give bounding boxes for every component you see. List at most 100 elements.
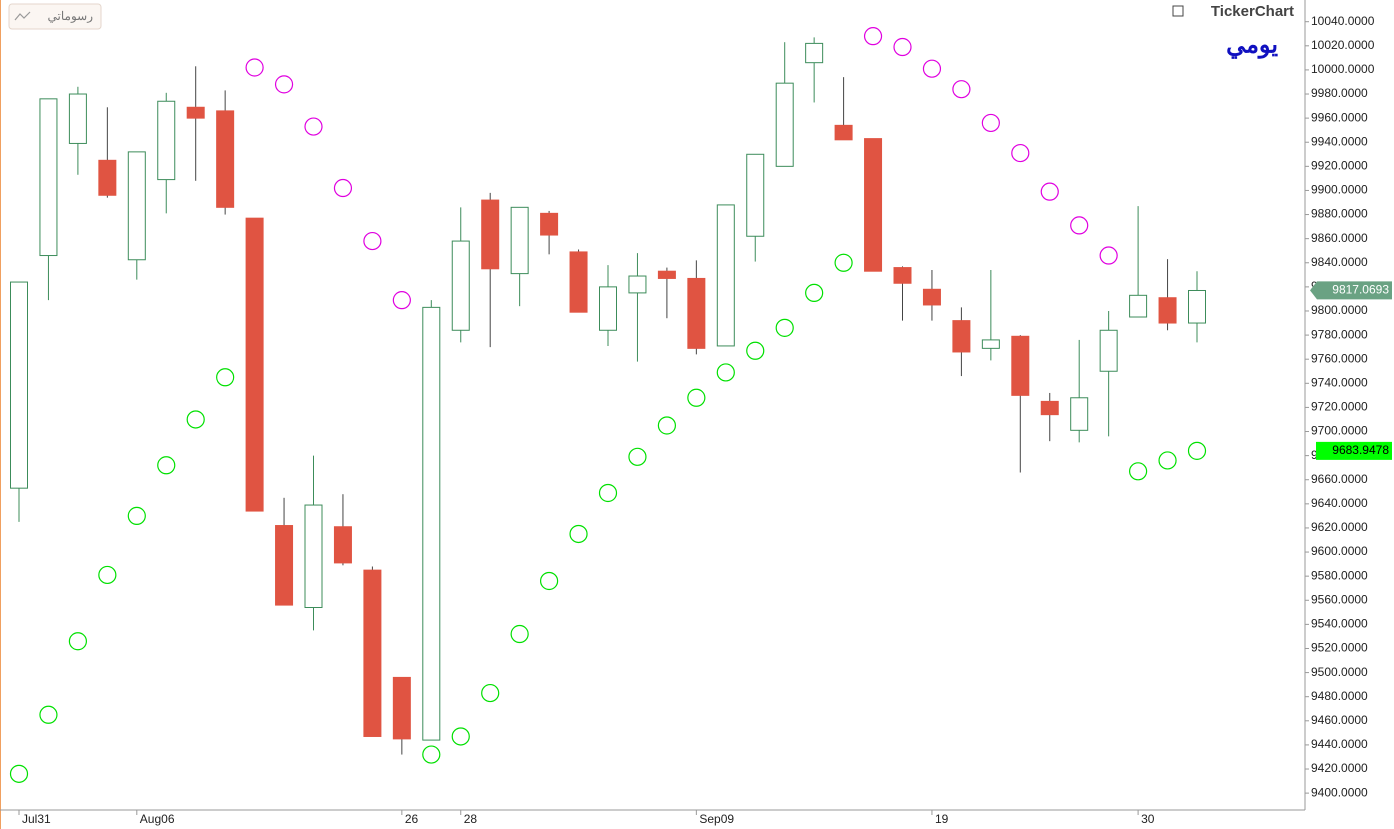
- candle-body: [864, 138, 883, 272]
- y-tick-label: 9620.0000: [1311, 520, 1368, 534]
- y-tick-label: 9420.0000: [1311, 761, 1368, 775]
- x-tick-label: Aug06: [140, 812, 175, 826]
- candle-body: [540, 212, 559, 236]
- sar-dot: [716, 363, 735, 382]
- y-tick-label: 9600.0000: [1311, 544, 1368, 558]
- price-tag-label: 9683.9478: [1332, 443, 1389, 457]
- y-tick-label: 9640.0000: [1311, 496, 1368, 510]
- sar-dot: [127, 506, 146, 525]
- sar-dot: [98, 565, 117, 585]
- candle-body: [1158, 297, 1177, 324]
- candle-body: [775, 82, 794, 167]
- candle-body: [392, 676, 411, 740]
- candle-body: [481, 199, 500, 270]
- candle-body: [981, 339, 1000, 349]
- x-tick-label: 28: [464, 812, 478, 826]
- sar-dot: [1040, 182, 1059, 201]
- candle-body: [245, 217, 264, 512]
- x-tick-label: 19: [935, 812, 949, 826]
- toolbar-button-label[interactable]: رسوماتي: [48, 9, 94, 23]
- y-tick-label: 10020.0000: [1311, 38, 1375, 52]
- sar-dot: [539, 571, 559, 591]
- sar-dot: [1099, 246, 1118, 265]
- sar-dot: [687, 388, 706, 407]
- y-tick-label: 9560.0000: [1311, 592, 1368, 606]
- y-tick-label: 9440.0000: [1311, 737, 1368, 751]
- y-tick-label: 9840.0000: [1311, 255, 1368, 269]
- candle-body: [68, 93, 87, 144]
- sar-dot: [1128, 462, 1148, 481]
- sar-dot: [422, 745, 441, 764]
- candle-body: [39, 98, 58, 257]
- y-tick-label: 9660.0000: [1311, 472, 1368, 486]
- sar-dot: [245, 58, 264, 77]
- sar-dot: [68, 632, 88, 651]
- sar-dot: [216, 368, 235, 387]
- logo-icon: [1172, 5, 1184, 17]
- candle-body: [1070, 397, 1089, 431]
- candle-body: [893, 267, 912, 284]
- sar-dot: [775, 318, 794, 337]
- sar-dot: [657, 416, 677, 435]
- y-tick-label: 9540.0000: [1311, 617, 1368, 631]
- y-tick-label: 9960.0000: [1311, 110, 1368, 124]
- price-tag: [1310, 281, 1392, 300]
- sar-dot: [333, 178, 353, 198]
- y-tick-label: 10040.0000: [1311, 14, 1375, 28]
- x-tick-label: 26: [405, 812, 419, 826]
- period-label: يومي: [1226, 31, 1278, 59]
- candle-body: [1040, 400, 1059, 416]
- y-tick-label: 9580.0000: [1311, 568, 1368, 582]
- candle-body: [275, 525, 294, 606]
- candle-body: [216, 110, 235, 208]
- toolbar-button[interactable]: رسوماتي: [8, 3, 102, 30]
- y-tick-label: 9920.0000: [1311, 159, 1368, 173]
- sar-dot: [834, 253, 853, 272]
- y-tick-label: 9760.0000: [1311, 351, 1368, 365]
- sar-dot: [451, 727, 470, 746]
- sar-dot: [805, 283, 824, 303]
- candle-body: [333, 526, 352, 564]
- sar-dot: [392, 291, 411, 310]
- candle-body: [157, 100, 176, 181]
- sar-dot: [9, 764, 29, 783]
- candle-body: [363, 569, 382, 737]
- y-tick-label: 9520.0000: [1311, 641, 1368, 655]
- candle-body: [304, 504, 323, 609]
- y-tick-label: 9880.0000: [1311, 207, 1368, 221]
- candle-body: [805, 42, 824, 64]
- candle-body: [1099, 329, 1118, 372]
- candle-body: [98, 159, 117, 196]
- candle-body: [952, 320, 971, 353]
- y-tick-label: 9800.0000: [1311, 303, 1368, 317]
- sar-dot: [922, 59, 942, 78]
- candle-body: [834, 124, 853, 141]
- y-tick-label: 9400.0000: [1311, 785, 1368, 799]
- candle-body: [510, 206, 529, 275]
- candle-body: [10, 281, 28, 489]
- candle-body: [186, 106, 205, 119]
- y-tick-label: 9740.0000: [1311, 375, 1368, 389]
- sar-dot: [1070, 216, 1089, 235]
- x-tick-label: 30: [1141, 812, 1155, 826]
- sar-dot: [304, 117, 323, 136]
- sar-dot: [1158, 451, 1177, 470]
- sar-dot: [186, 410, 205, 429]
- sar-dot: [274, 75, 294, 94]
- sar-dot: [481, 683, 500, 703]
- y-tick-label: 9980.0000: [1311, 86, 1368, 100]
- sar-dot: [628, 447, 647, 466]
- sar-dot: [981, 113, 1000, 133]
- sar-dot: [569, 524, 588, 544]
- candle-body: [922, 288, 941, 306]
- sar-dot: [39, 705, 58, 724]
- sar-dot: [1011, 143, 1030, 163]
- candle-body: [628, 275, 647, 294]
- sar-dot: [510, 624, 529, 644]
- x-tick-label: Jul31: [22, 812, 51, 826]
- candle-body: [716, 204, 735, 347]
- y-tick-label: 9480.0000: [1311, 689, 1368, 703]
